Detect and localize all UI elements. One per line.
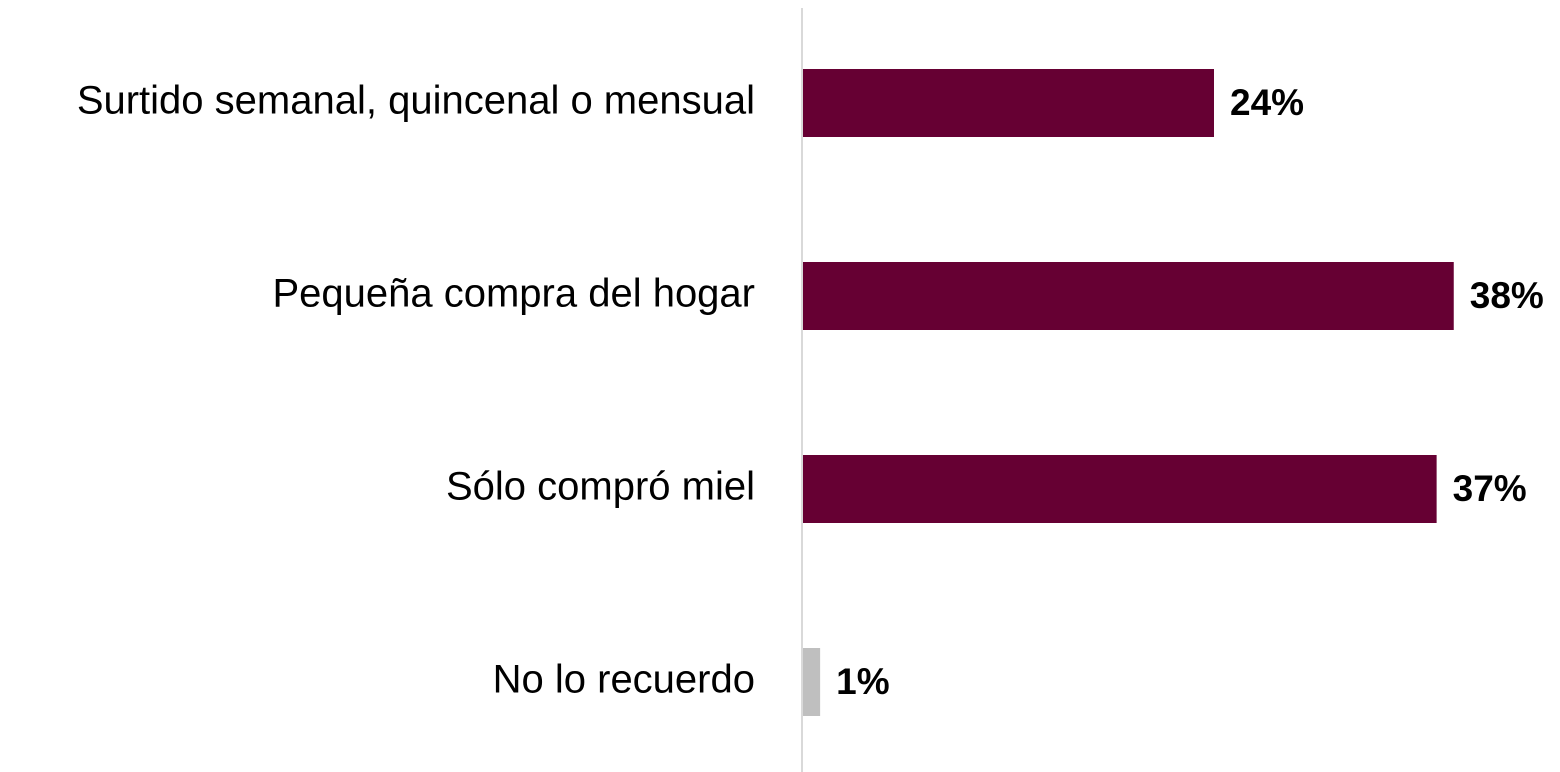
bar: [803, 455, 1437, 523]
category-label: No lo recuerdo: [493, 658, 755, 702]
bar: [803, 69, 1214, 137]
bar: [803, 262, 1454, 330]
category-label: Surtido semanal, quincenal o mensual: [77, 79, 755, 123]
value-label: 1%: [836, 661, 889, 702]
bar: [803, 648, 821, 716]
value-label: 38%: [1470, 275, 1544, 316]
category-label: Pequeña compra del hogar: [272, 272, 755, 316]
value-label: 24%: [1230, 82, 1304, 123]
value-label: 37%: [1453, 468, 1527, 509]
category-label: Sólo compró miel: [446, 465, 755, 509]
